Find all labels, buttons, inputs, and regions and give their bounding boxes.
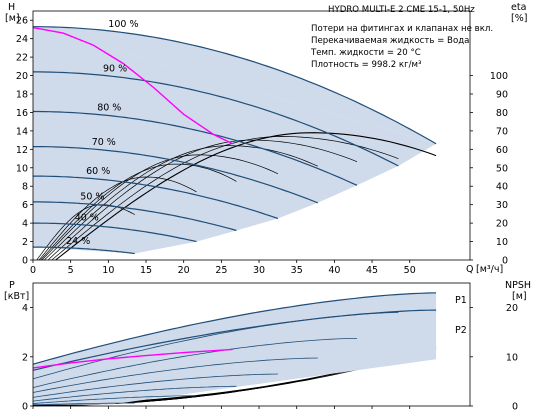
info-box: HYDRO MULTI-E 2 CME 15-1, 50Hz Потери на… [310, 5, 493, 70]
speed-label-1: 100 % [108, 19, 138, 30]
note-3: Темп. жидкости = 20 °C [310, 48, 421, 58]
y-axis-label-p: P [9, 280, 15, 291]
x-tick-label-25: 25 [215, 265, 227, 276]
speed-curve-6 [33, 201, 237, 232]
speed-label-2: 90 % [103, 63, 127, 74]
bottom-axes: 0 2 4 0 10 20 [22, 303, 518, 412]
bottom-plot-frame [32, 282, 471, 407]
speed-label-5: 60 % [86, 166, 110, 177]
y-tick-label-22: 22 [16, 53, 28, 64]
speed-curve-4 [33, 146, 319, 204]
note-2: Перекачиваемая жидкость = Вода [311, 36, 469, 46]
y-tick-label-12: 12 [16, 145, 28, 156]
y-tick-label-24: 24 [16, 34, 28, 45]
npsh-tick-label-10: 10 [506, 352, 518, 363]
duty-curve-line [32, 26, 234, 145]
y2-axis-label-npsh: NPSH [505, 280, 531, 291]
efficiency-curve-7 [38, 176, 197, 261]
y2-tick-label-100: 100 [490, 71, 508, 82]
speed-label-4: 70 % [92, 137, 116, 148]
duty-curve [32, 26, 234, 145]
p-tick-label-0: 0 [22, 402, 28, 413]
x-tick-label-20: 20 [178, 265, 190, 276]
p-tick-label-2: 2 [22, 352, 28, 363]
x-tick-label-30: 30 [253, 265, 265, 276]
note-4: Плотность = 998.2 кг/м³ [311, 60, 422, 70]
y-tick-label-8: 8 [22, 182, 28, 193]
y2-tick-label-10: 10 [496, 237, 508, 248]
y2-axis-unit-npsh: [м] [512, 291, 527, 302]
y2-tick-label-20: 20 [496, 219, 508, 230]
x-axis-label-q: Q [466, 264, 473, 275]
note-1: Потери на фитингах и клапанах не вкл. [311, 24, 493, 34]
speed-label-3: 80 % [97, 102, 121, 113]
power-speed-curve-1 [32, 312, 399, 380]
speed-curve-3 [33, 110, 358, 186]
top-axes: 0 5 10 15 20 25 30 35 40 45 5002468101214161820222… [16, 16, 508, 276]
x-tick-label-5: 5 [68, 265, 74, 276]
y-tick-label-0: 0 [22, 256, 28, 267]
duty-power-curve [32, 348, 233, 369]
y-tick-label-6: 6 [22, 200, 28, 211]
speed-curve-1 [33, 26, 437, 145]
npsh-tick-label-20: 20 [506, 303, 518, 314]
x-tick-label-35: 35 [291, 265, 303, 276]
y-tick-label-4: 4 [22, 219, 28, 230]
efficiency-curve-5 [41, 154, 279, 261]
y-axis-unit-p: [кВт] [4, 291, 29, 302]
p-tick-label-4: 4 [22, 303, 28, 314]
power-speed-curve-5 [32, 385, 237, 402]
x-tick-label-45: 45 [366, 265, 378, 276]
y2-tick-label-80: 80 [496, 108, 508, 119]
speed-curve-5 [33, 175, 279, 220]
top-plot-frame [32, 10, 471, 261]
speed-label-7: 40 % [75, 212, 99, 223]
power-speed-curve-2 [32, 337, 357, 388]
y-tick-label-26: 26 [16, 16, 28, 27]
x-tick-label-15: 15 [140, 265, 152, 276]
y-tick-label-2: 2 [22, 237, 28, 248]
x-axis-unit-q: [м³/ч] [476, 264, 503, 275]
y2-tick-label-90: 90 [496, 90, 508, 101]
y2-axis-label-eta: eta [511, 2, 526, 13]
power-label-p1: P1 [455, 295, 467, 306]
y2-tick-label-30: 30 [496, 200, 508, 211]
speed-curve-2 [33, 71, 399, 167]
speed-curves [33, 26, 437, 255]
speed-labels: 100 % 90 % 80 % 70 % 60 % 50 % 40 % 24 % [66, 19, 138, 247]
efficiency-curve-4 [44, 145, 318, 261]
npsh-tick-label-0: 0 [512, 402, 518, 413]
y-tick-label-16: 16 [16, 108, 28, 119]
x-tick-label-50: 50 [404, 265, 416, 276]
speed-curve-7 [33, 222, 197, 243]
power-speed-curve-6 [32, 395, 197, 404]
power-curve-p1 [32, 292, 437, 365]
y-tick-label-10: 10 [16, 163, 28, 174]
power-speed-curve-7 [32, 402, 135, 406]
power-curves [32, 292, 437, 406]
power-speed-curve-3 [32, 357, 318, 393]
duty-power-line [32, 348, 233, 369]
x-tick-label-10: 10 [102, 265, 114, 276]
chart-title: HYDRO MULTI-E 2 CME 15-1, 50Hz [328, 5, 475, 15]
speed-label-8: 24 % [66, 236, 90, 247]
power-speed-curve-4 [32, 373, 278, 398]
speed-label-6: 50 % [80, 191, 104, 202]
y2-tick-label-50: 50 [496, 163, 508, 174]
x-tick-label-0: 0 [30, 265, 36, 276]
y2-tick-label-40: 40 [496, 182, 508, 193]
y2-tick-label-60: 60 [496, 145, 508, 156]
y-axis-label-h: H [8, 2, 15, 13]
y-tick-label-18: 18 [16, 90, 28, 101]
y2-tick-label-0: 0 [502, 256, 508, 267]
x-tick-label-40: 40 [328, 265, 340, 276]
y-tick-label-14: 14 [16, 126, 28, 137]
y-axis-unit-h: [м] [5, 13, 20, 24]
speed-curve-8 [33, 246, 135, 255]
y-tick-label-20: 20 [16, 71, 28, 82]
y2-tick-label-70: 70 [496, 126, 508, 137]
power-label-p2: P2 [455, 325, 467, 336]
y2-axis-unit-eta: [%] [511, 13, 527, 24]
